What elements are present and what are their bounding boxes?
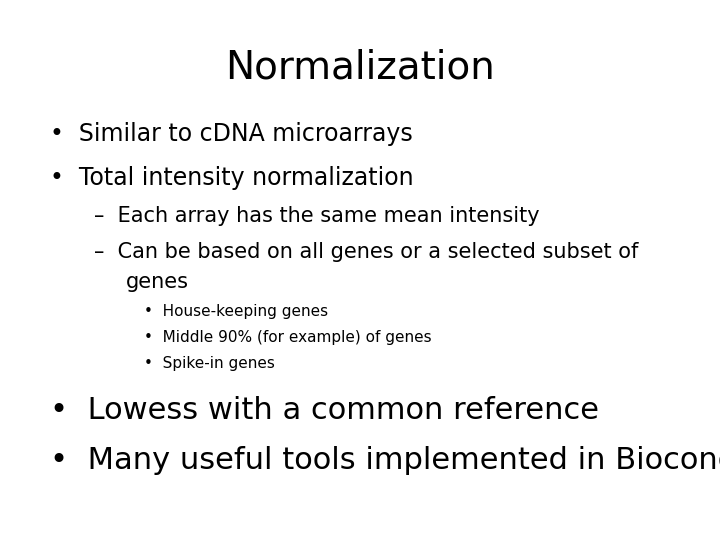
Text: •  Lowess with a common reference: • Lowess with a common reference (50, 396, 599, 426)
Text: –  Each array has the same mean intensity: – Each array has the same mean intensity (94, 206, 539, 226)
Text: Normalization: Normalization (225, 49, 495, 86)
Text: •  Many useful tools implemented in Bioconductor: • Many useful tools implemented in Bioco… (50, 446, 720, 475)
Text: –  Can be based on all genes or a selected subset of: – Can be based on all genes or a selecte… (94, 242, 638, 262)
Text: •  Middle 90% (for example) of genes: • Middle 90% (for example) of genes (144, 330, 431, 345)
Text: •  Spike-in genes: • Spike-in genes (144, 356, 275, 371)
Text: •  House-keeping genes: • House-keeping genes (144, 304, 328, 319)
Text: •  Total intensity normalization: • Total intensity normalization (50, 166, 414, 190)
Text: genes: genes (126, 272, 189, 292)
Text: •  Similar to cDNA microarrays: • Similar to cDNA microarrays (50, 122, 413, 145)
